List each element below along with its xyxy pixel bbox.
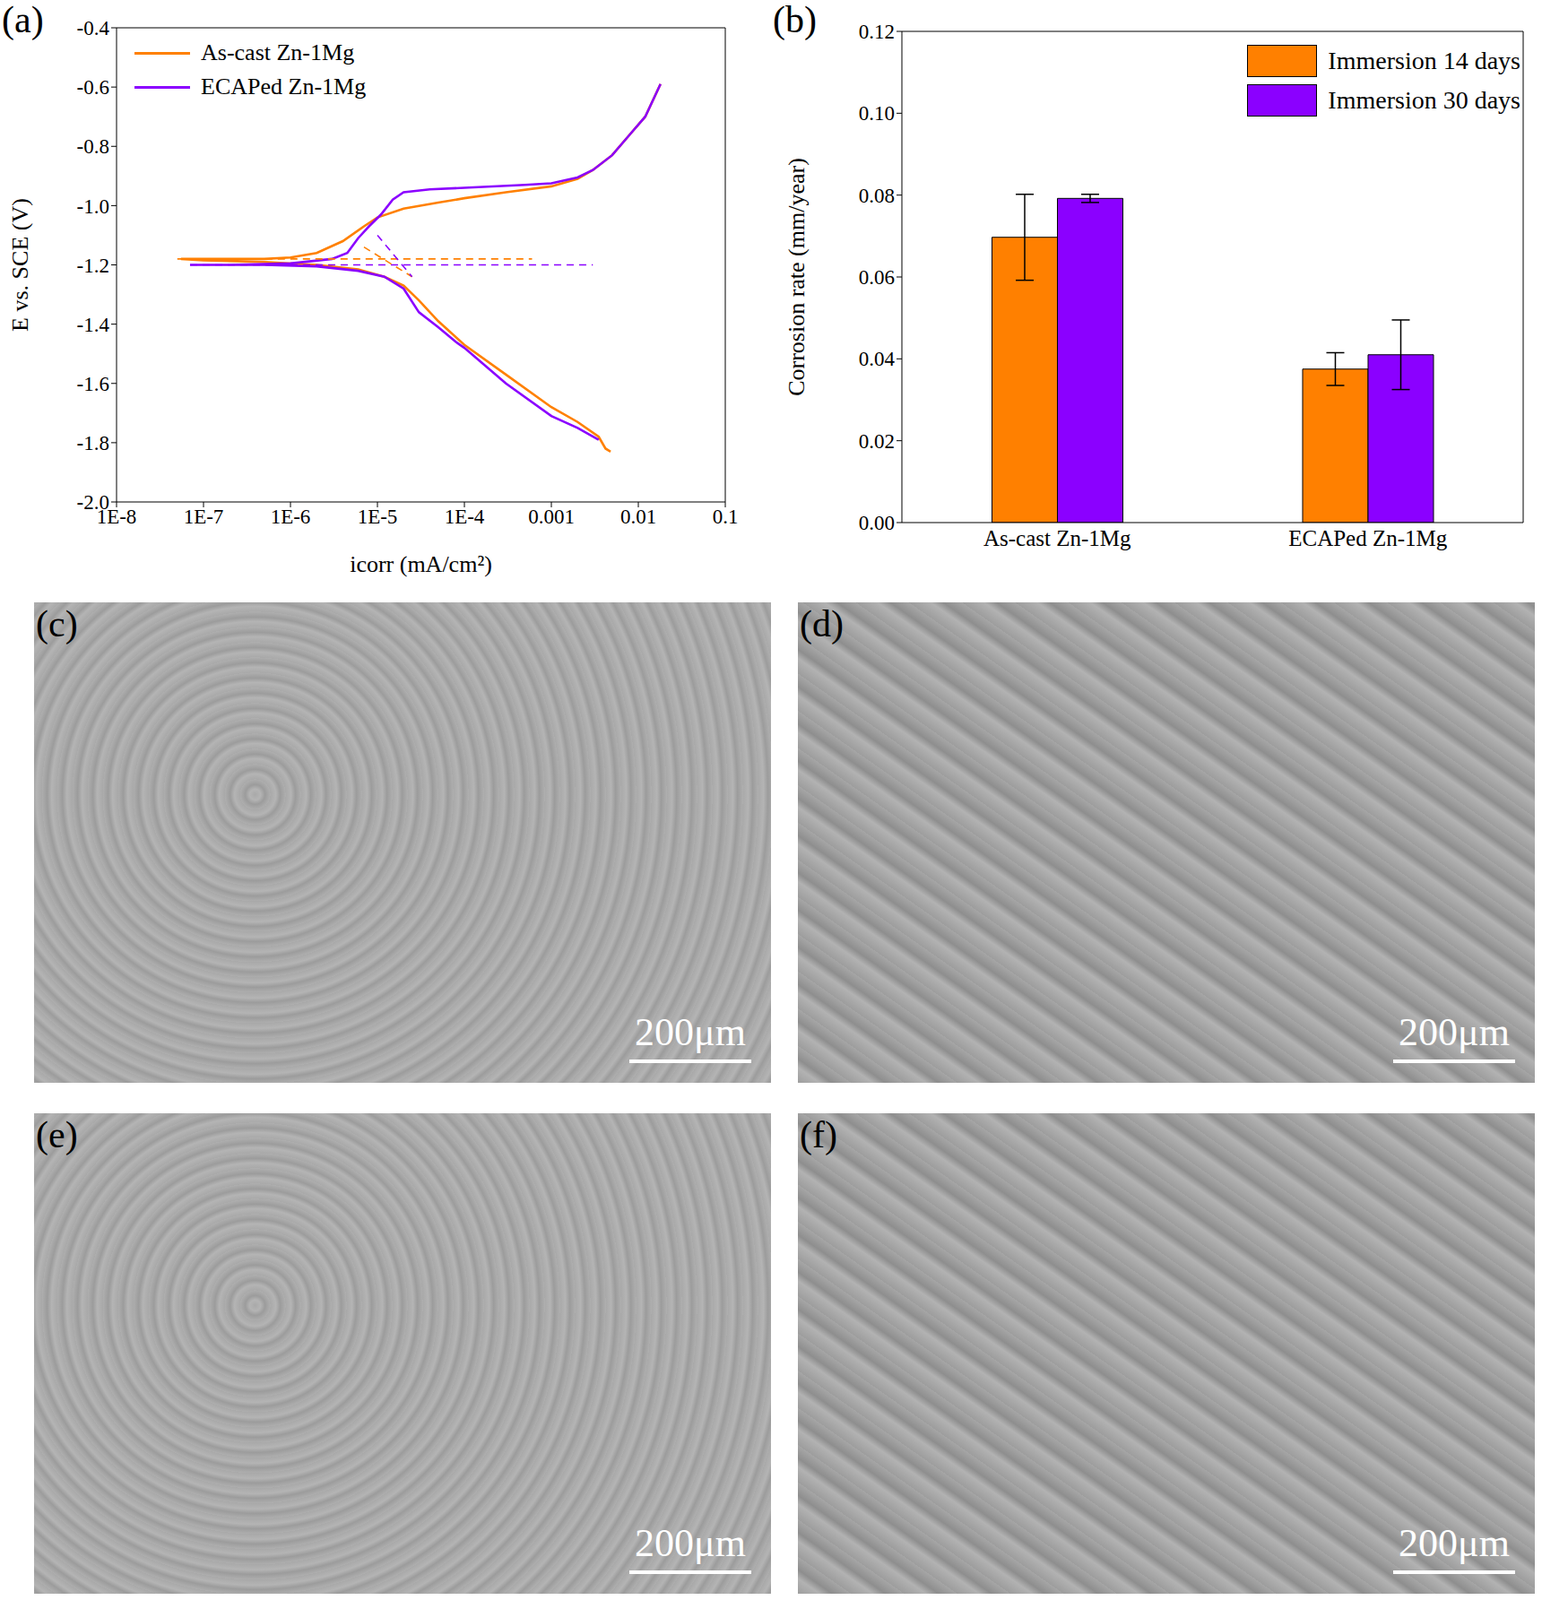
svg-text:-1.4: -1.4 <box>77 313 111 337</box>
html-text:200μm: 200μm <box>634 1521 746 1566</box>
html-text:200μm: 200μm <box>1398 1010 1510 1055</box>
html-text:(c): (c) <box>35 603 78 645</box>
html-text:(e): (e) <box>35 1114 78 1156</box>
svg-text:-1.0: -1.0 <box>77 195 110 218</box>
svg-text:0.08: 0.08 <box>858 184 895 208</box>
html-text:(a): (a) <box>1 0 44 41</box>
html-text:Immersion 30 days: Immersion 30 days <box>1328 86 1521 114</box>
html-text:(b): (b) <box>772 0 817 41</box>
svg-text:icorr (mA/cm²): icorr (mA/cm²) <box>349 551 493 578</box>
svg-text:0.1: 0.1 <box>712 505 739 529</box>
html-text:200μm: 200μm <box>634 1010 746 1055</box>
svg-text:1E-6: 1E-6 <box>270 505 312 529</box>
svg-text:-1.6: -1.6 <box>77 372 110 396</box>
svg-text:0.04: 0.04 <box>858 347 896 371</box>
html-text:ECAPed Zn-1Mg: ECAPed Zn-1Mg <box>200 73 366 100</box>
svg-text:-1.2: -1.2 <box>77 254 110 278</box>
svg-text:-0.6: -0.6 <box>77 76 110 99</box>
svg-text:-1.8: -1.8 <box>77 432 110 455</box>
html-text:200μm: 200μm <box>1398 1521 1510 1566</box>
svg-text:0.001: 0.001 <box>528 505 575 529</box>
svg-text:-0.4: -0.4 <box>77 17 111 40</box>
svg-text:0.02: 0.02 <box>858 430 895 453</box>
svg-text:0.00: 0.00 <box>858 511 895 535</box>
svg-text:-2.0: -2.0 <box>77 491 110 514</box>
svg-text:0.06: 0.06 <box>858 266 895 289</box>
svg-text:ECAPed Zn-1Mg: ECAPed Zn-1Mg <box>1288 526 1448 551</box>
svg-text:0.10: 0.10 <box>858 102 895 125</box>
html-text:(d): (d) <box>799 603 844 645</box>
svg-text:0.01: 0.01 <box>620 505 657 529</box>
svg-text:As-cast Zn-1Mg: As-cast Zn-1Mg <box>983 526 1132 551</box>
svg-text:1E-8: 1E-8 <box>96 505 137 529</box>
svg-text:Corrosion rate (mm/year): Corrosion rate (mm/year) <box>783 157 810 397</box>
svg-text:1E-7: 1E-7 <box>183 505 225 529</box>
svg-text:-0.8: -0.8 <box>77 135 110 158</box>
html-text:(f): (f) <box>799 1114 838 1156</box>
svg-text:E vs. SCE (V): E vs. SCE (V) <box>7 198 34 332</box>
svg-text:1E-4: 1E-4 <box>444 505 486 529</box>
html-text:Immersion 14 days: Immersion 14 days <box>1328 46 1521 75</box>
svg-text:0.12: 0.12 <box>858 20 895 44</box>
svg-text:1E-5: 1E-5 <box>357 505 399 529</box>
html-text:As-cast Zn-1Mg: As-cast Zn-1Mg <box>200 39 355 66</box>
